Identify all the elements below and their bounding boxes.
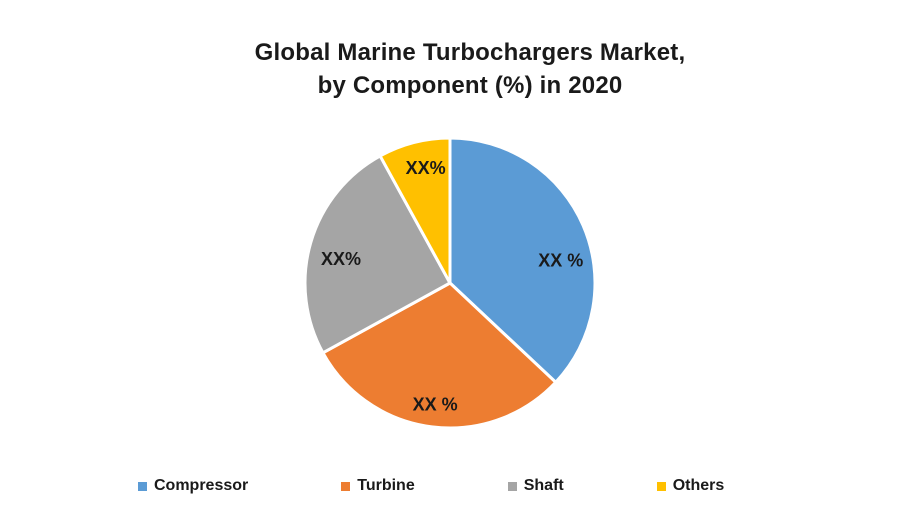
chart-legend: Compressor Turbine Shaft Others <box>138 477 724 495</box>
pie-label-others: XX% <box>406 158 446 178</box>
chart-title-line2: by Component (%) in 2020 <box>317 72 623 99</box>
legend-label-turbine: Turbine <box>357 477 415 494</box>
pie-slice-compressor <box>448 136 597 384</box>
legend-label-compressor: Compressor <box>154 477 249 494</box>
chart-title: Global Marine Turbochargers Market, by C… <box>40 36 900 102</box>
legend-item-others: Others <box>656 477 725 495</box>
pie-slice-turbine <box>321 281 558 430</box>
pie-slice-others <box>378 136 452 285</box>
legend-label-others: Others <box>672 477 725 494</box>
pie-slice-shaft <box>303 154 452 355</box>
legend-item-compressor: Compressor <box>138 477 248 495</box>
legend-item-shaft: Shaft <box>507 477 564 495</box>
pie-label-compressor: XX % <box>538 251 583 271</box>
legend-swatch-compressor <box>138 481 147 491</box>
pie-label-turbine: XX % <box>413 395 458 415</box>
pie-label-shaft: XX% <box>321 249 361 269</box>
legend-swatch-shaft <box>507 481 517 491</box>
legend-swatch-others <box>656 481 666 491</box>
legend-label-shaft: Shaft <box>523 477 564 494</box>
chart-title-line1: Global Marine Turbochargers Market, <box>254 39 686 66</box>
legend-item-turbine: Turbine <box>341 477 415 495</box>
legend-swatch-turbine <box>341 481 351 491</box>
